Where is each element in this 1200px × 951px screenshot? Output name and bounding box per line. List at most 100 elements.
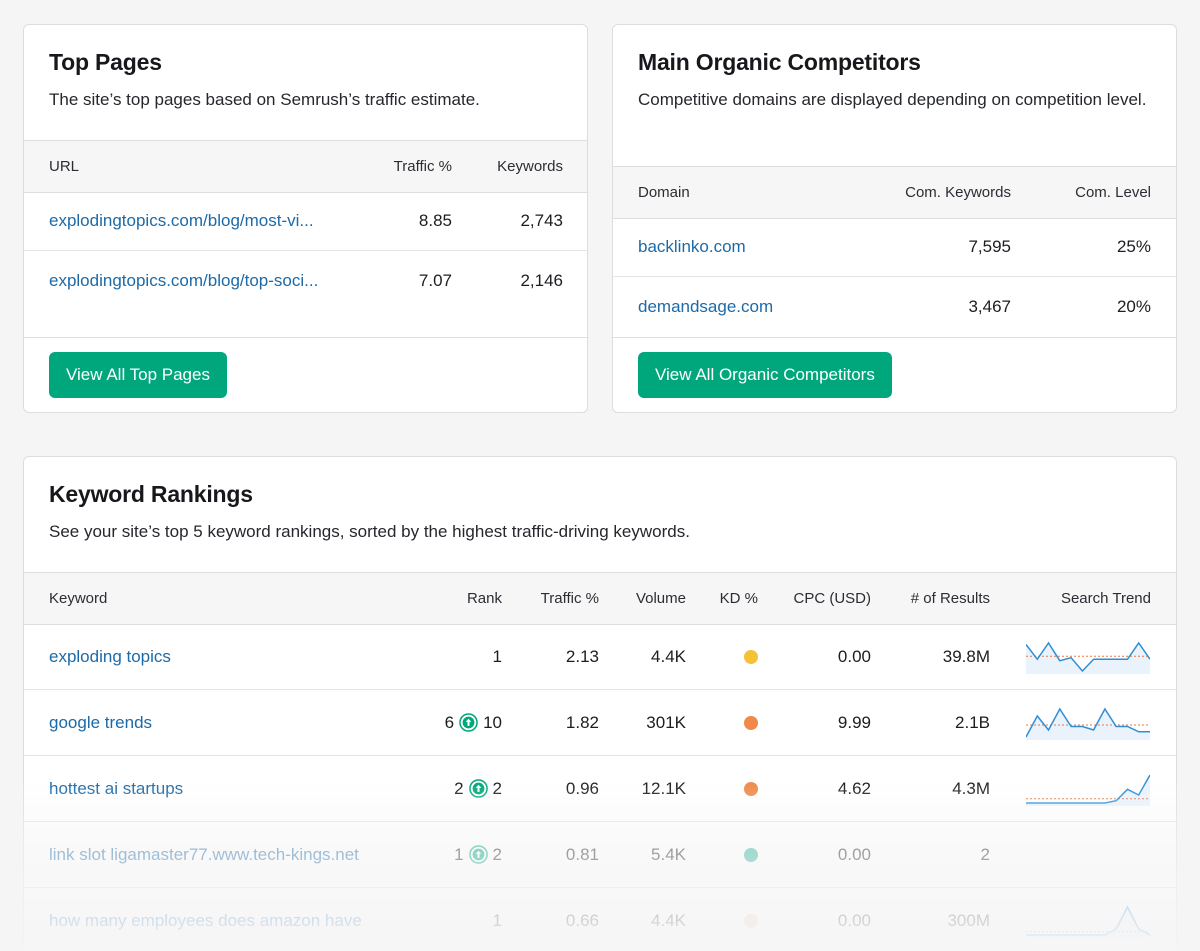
keyword-link[interactable]: link slot ligamaster77.www.tech-kings.ne…: [49, 844, 359, 864]
search-trend-sparkline: [1026, 641, 1150, 674]
search-trend-cell: [1026, 888, 1150, 951]
kd-cell: [744, 690, 758, 755]
sparkline-area: [1026, 906, 1150, 938]
keyword-link[interactable]: how many employees does amazon have: [49, 910, 362, 930]
previous-rank: 2: [454, 778, 464, 798]
table-row: google trends 6 10 1.82 301K 9.99 2.1B: [24, 690, 1176, 756]
table-row: link slot ligamaster77.www.tech-kings.ne…: [24, 822, 1176, 888]
traffic-value: 1.82: [565, 712, 599, 732]
search-trend-cell: [1026, 624, 1150, 689]
table-row: explodingtopics.com/blog/top-soci... 7.0…: [24, 251, 587, 310]
rank-up-arrow-icon: [468, 779, 488, 798]
keyword-rankings-description: See your site’s top 5 keyword rankings, …: [49, 522, 690, 541]
keyword-link[interactable]: exploding topics: [49, 646, 171, 666]
com-level-value: 20%: [1116, 296, 1151, 316]
current-rank: 2: [492, 844, 502, 864]
kd-indicator-dot: [744, 913, 758, 928]
page-url-link[interactable]: explodingtopics.com/blog/most-vi...: [49, 211, 314, 230]
kd-indicator-dot: [744, 847, 758, 862]
table-row: hottest ai startups 2 2 0.96 12.1K 4.62 4.3M: [24, 756, 1176, 822]
traffic-value: 0.81: [565, 844, 599, 864]
column-header-results: # of Results: [910, 590, 990, 607]
column-header-url: URL: [49, 158, 80, 175]
kd-indicator-dot: [744, 715, 758, 730]
previous-rank: 1: [454, 844, 464, 864]
domain-link[interactable]: backlinko.com: [638, 237, 746, 256]
column-header-keywords: Keywords: [497, 158, 563, 175]
table-row: explodingtopics.com/blog/most-vi... 8.85…: [24, 192, 587, 251]
keywords-value: 2,146: [520, 270, 563, 290]
volume-value: 4.4K: [651, 910, 686, 930]
keywords-value: 2,743: [520, 211, 563, 230]
competitors-card: Main Organic Competitors Competitive dom…: [612, 24, 1177, 413]
com-keywords-value: 7,595: [968, 237, 1011, 256]
current-rank: 2: [492, 778, 502, 798]
rank-cell: 1: [493, 624, 502, 689]
keyword-rankings-card: Keyword Rankings See your site’s top 5 k…: [23, 456, 1177, 951]
current-rank: 1: [492, 910, 502, 930]
column-header-kd: KD %: [719, 590, 758, 607]
kd-cell: [744, 888, 758, 951]
search-trend-cell: [1026, 690, 1150, 755]
top-pages-table-header: URL Traffic % Keywords: [24, 140, 587, 193]
rank-up-arrow-icon: [459, 713, 478, 732]
sparkline-line: [1026, 641, 1150, 672]
keyword-link[interactable]: hottest ai startups: [49, 778, 184, 798]
kd-indicator-dot: [744, 649, 758, 664]
table-row: backlinko.com 7,595 25%: [613, 218, 1176, 277]
divider: [613, 337, 1176, 338]
previous-rank: 6: [444, 712, 455, 732]
column-header-traffic: Traffic %: [540, 590, 599, 607]
rank-up-arrow-icon: [468, 845, 488, 864]
volume-value: 301K: [646, 712, 686, 732]
keyword-link[interactable]: google trends: [49, 712, 153, 732]
page-url-link[interactable]: explodingtopics.com/blog/top-soci...: [49, 270, 319, 290]
results-value: 300M: [947, 910, 990, 930]
column-header-domain: Domain: [638, 184, 690, 201]
rank-cell: 1: [493, 888, 502, 951]
com-level-value: 25%: [1116, 237, 1151, 256]
competitors-description: Competitive domains are displayed depend…: [638, 90, 1147, 109]
column-header-keyword: Keyword: [49, 590, 108, 607]
search-trend-cell: [1026, 756, 1150, 821]
view-all-top-pages-button[interactable]: View All Top Pages: [49, 352, 227, 398]
kd-cell: [744, 624, 758, 689]
traffic-value: 0.96: [565, 778, 599, 798]
competitors-table-header: Domain Com. Keywords Com. Level: [613, 166, 1176, 219]
divider: [24, 337, 587, 338]
cpc-value: 0.00: [837, 844, 871, 864]
competitors-title: Main Organic Competitors: [638, 49, 921, 75]
column-header-search-trend: Search Trend: [1060, 590, 1151, 607]
column-header-volume: Volume: [635, 590, 686, 607]
column-header-traffic: Traffic %: [393, 158, 452, 175]
keyword-rankings-title: Keyword Rankings: [49, 481, 253, 507]
cpc-value: 4.62: [837, 778, 871, 798]
search-trend-sparkline: [1026, 707, 1150, 740]
column-header-rank: Rank: [466, 590, 502, 607]
traffic-value: 2.13: [565, 646, 599, 666]
current-rank: 10: [483, 712, 502, 732]
search-trend-sparkline: [1026, 774, 1150, 806]
volume-value: 5.4K: [651, 844, 686, 864]
top-pages-title: Top Pages: [49, 49, 162, 75]
domain-link[interactable]: demandsage.com: [638, 296, 774, 316]
table-row: demandsage.com 3,467 20%: [613, 277, 1176, 336]
volume-value: 4.4K: [651, 646, 686, 666]
cpc-value: 9.99: [837, 712, 871, 732]
results-value: 2: [980, 844, 990, 864]
results-value: 2.1B: [955, 712, 990, 732]
traffic-value: 7.07: [418, 270, 452, 290]
sparkline-area: [1026, 708, 1150, 740]
table-row: exploding topics 1 2.13 4.4K 0.00 39.8M: [24, 624, 1176, 690]
view-all-organic-competitors-button[interactable]: View All Organic Competitors: [638, 352, 892, 398]
kd-cell: [744, 756, 758, 821]
kd-cell: [744, 822, 758, 887]
sparkline-area: [1026, 642, 1150, 674]
search-trend-sparkline: [1026, 904, 1150, 938]
cpc-value: 0.00: [837, 910, 871, 930]
column-header-com-level: Com. Level: [1075, 184, 1151, 201]
sparkline-line: [1026, 707, 1150, 737]
column-header-com-keywords: Com. Keywords: [905, 184, 1011, 201]
